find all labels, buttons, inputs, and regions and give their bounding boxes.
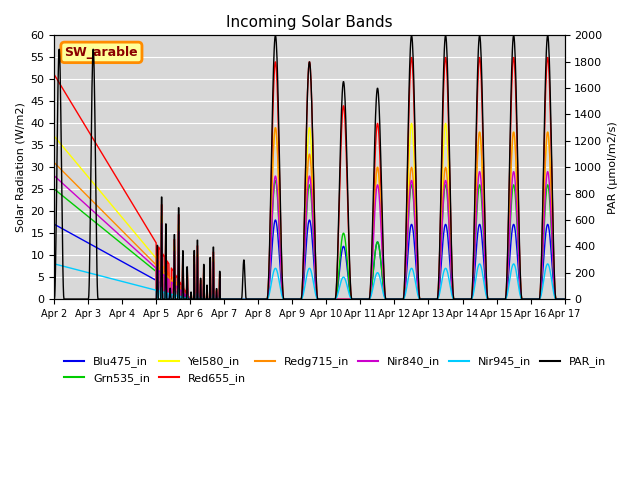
Text: SW_arable: SW_arable: [65, 46, 138, 59]
Legend: Blu475_in, Grn535_in, Yel580_in, Red655_in, Redg715_in, Nir840_in, Nir945_in, PA: Blu475_in, Grn535_in, Yel580_in, Red655_…: [60, 352, 611, 388]
Y-axis label: Solar Radiation (W/m2): Solar Radiation (W/m2): [15, 102, 25, 232]
Title: Incoming Solar Bands: Incoming Solar Bands: [226, 15, 393, 30]
Y-axis label: PAR (μmol/m2/s): PAR (μmol/m2/s): [608, 121, 618, 214]
